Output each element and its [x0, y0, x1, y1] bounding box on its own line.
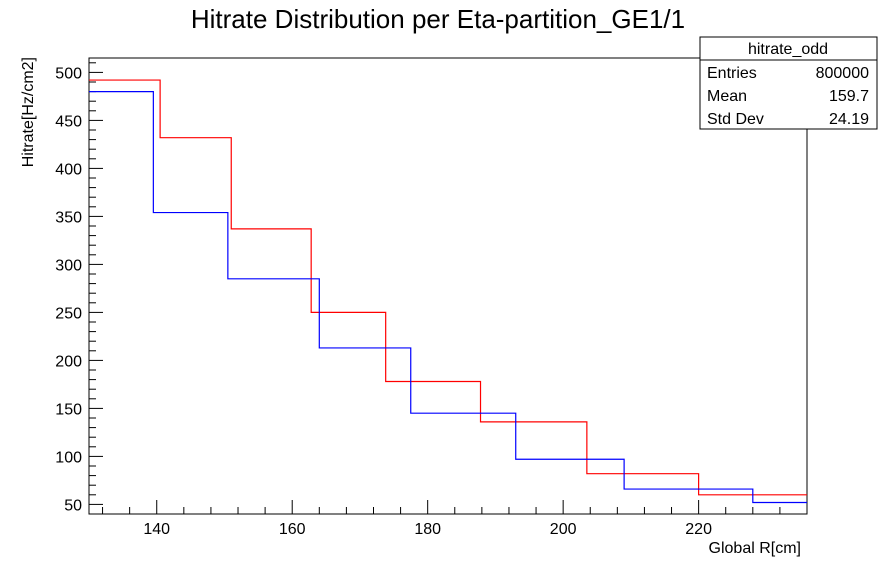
histogram-bin [411, 413, 516, 514]
stats-box-frame [699, 36, 878, 130]
series-group [89, 79, 807, 514]
stats-row-label: Mean [707, 88, 747, 105]
chart-title: Hitrate Distribution per Eta-partition_G… [191, 4, 685, 34]
histogram-bin [624, 489, 753, 514]
histogram-bin [319, 348, 410, 514]
histogram-step-line [89, 91, 807, 504]
x-tick-label: 200 [550, 521, 577, 538]
y-tick-label: 500 [55, 65, 82, 82]
histogram-bin [89, 92, 153, 514]
stats-row-label: Std Dev [707, 111, 764, 128]
histogram-bin [516, 459, 624, 514]
stats-box-title: hitrate_odd [748, 41, 828, 58]
histogram-bin [160, 138, 231, 514]
y-tick-label: 200 [55, 353, 82, 370]
stats-row-value: 24.19 [829, 111, 869, 128]
histogram-series [89, 79, 807, 514]
x-tick-label: 160 [279, 521, 306, 538]
histogram-bin [228, 279, 319, 514]
stats-row-label: Entries [707, 65, 757, 82]
y-axis-label: Hitrate[Hz/cm2] [20, 57, 37, 167]
axis-ticks: 140 160 180 200 220 50 100 150 200 250 300 350 400 45… [55, 62, 808, 538]
y-tick-label: 300 [55, 257, 82, 274]
plot-frame [88, 57, 808, 515]
y-tick-label: 150 [55, 401, 82, 418]
x-tick-label: 220 [685, 521, 712, 538]
histogram-bin [481, 422, 587, 514]
y-tick-label: 100 [55, 449, 82, 466]
y-tick-label: 400 [55, 161, 82, 178]
histogram-bin [587, 474, 699, 514]
y-tick-label: 50 [64, 497, 82, 514]
y-tick-label: 450 [55, 113, 82, 130]
x-tick-label: 180 [414, 521, 441, 538]
histogram-step-line [89, 79, 807, 496]
histogram-bin [231, 229, 311, 514]
x-axis-label: Global R[cm] [709, 540, 801, 557]
histogram-bin [89, 80, 160, 514]
histogram-bin [153, 213, 228, 514]
stats-row-value: 159.7 [829, 88, 869, 105]
y-tick-label: 350 [55, 209, 82, 226]
stats-box: hitrate_odd Entries 800000 Mean 159.7 St… [699, 36, 878, 130]
histogram-series [89, 91, 807, 514]
histogram-bin [386, 382, 481, 514]
stats-row-value: 800000 [816, 65, 869, 82]
histogram-bin [311, 312, 386, 514]
x-tick-label: 140 [143, 521, 170, 538]
y-tick-label: 250 [55, 305, 82, 322]
